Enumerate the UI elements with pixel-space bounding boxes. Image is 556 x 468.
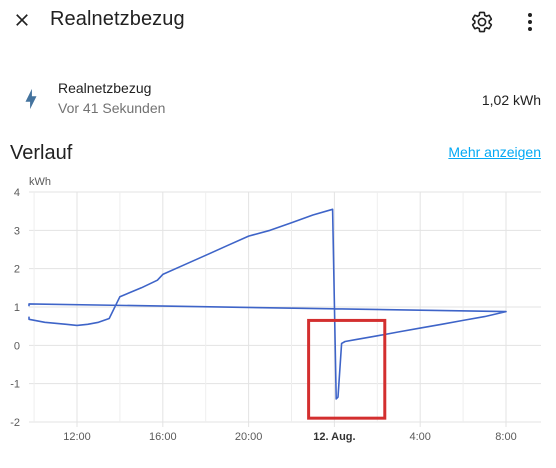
highlight-box [307,318,387,420]
x-tick-label: 8:00 [495,431,516,443]
more-vertical-icon [528,13,532,31]
entity-state: 1,02 kWh [481,92,541,108]
settings-button[interactable] [466,6,498,38]
y-tick-label: 1 [14,302,20,314]
close-icon [16,14,28,26]
x-axis-ticks: 12:00 16:00 20:00 12. Aug. 4:00 8:00 [63,431,516,443]
history-title: Verlauf [10,142,73,164]
lightning-bolt-icon [25,88,37,110]
dialog-title: Realnetzbezug [50,8,185,30]
more-options-button[interactable] [516,6,544,38]
series-line [28,208,507,400]
entity-name: Realnetzbezug [58,80,152,96]
y-tick-label: 3 [14,225,20,237]
y-axis-label: kWh [29,176,51,188]
y-tick-label: 4 [14,187,20,199]
y-tick-label: 0 [14,340,20,352]
dialog-header: Realnetzbezug [0,0,556,44]
entity-last-changed: Vor 41 Sekunden [58,100,166,116]
history-chart[interactable]: kWh 4 3 2 1 0 -1 -2 12:00 16:00 20:00 12. Aug. 4:0… [0,172,556,468]
x-tick-label: 16:00 [149,431,177,443]
y-tick-label: 2 [14,264,20,276]
x-tick-label: 12. Aug. [313,431,355,443]
y-axis-ticks: 4 3 2 1 0 -1 -2 [10,187,20,429]
x-tick-label: 20:00 [235,431,263,443]
x-tick-label: 12:00 [63,431,91,443]
close-button[interactable] [8,6,36,34]
chart-grid [29,191,541,427]
y-tick-label: -2 [10,417,20,429]
gear-icon [471,11,493,33]
entity-row[interactable]: Realnetzbezug Vor 41 Sekunden 1,02 kWh [0,74,556,124]
show-more-link[interactable]: Mehr anzeigen [448,144,541,160]
y-tick-label: -1 [10,379,20,391]
x-tick-label: 4:00 [409,431,430,443]
